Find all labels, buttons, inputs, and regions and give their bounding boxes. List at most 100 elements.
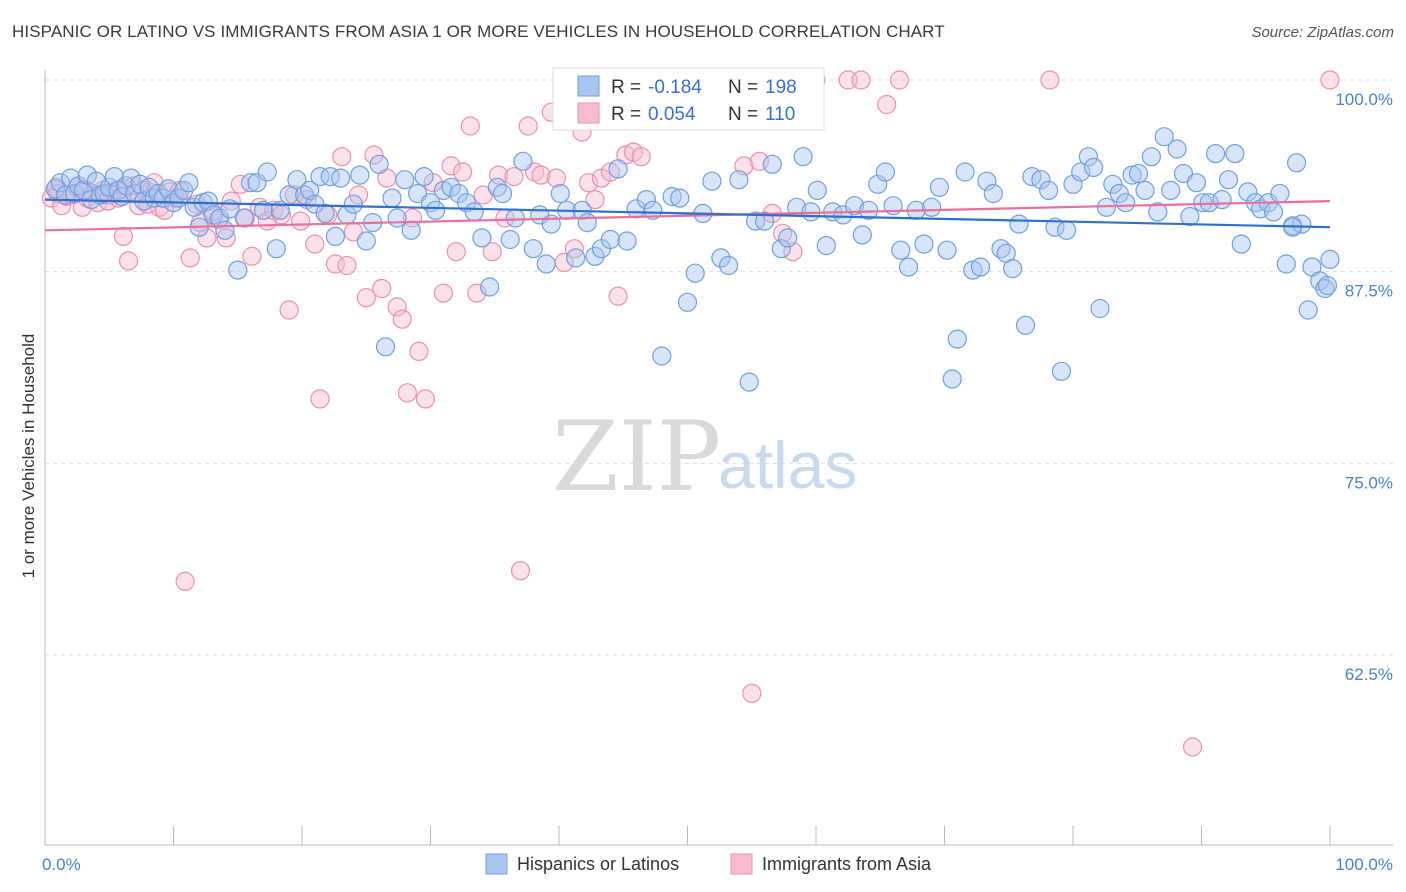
data-point <box>343 194 363 214</box>
data-point <box>1180 206 1200 227</box>
data-point <box>643 200 663 220</box>
data-point <box>315 203 335 223</box>
data-point <box>291 211 311 231</box>
data-point <box>617 231 637 251</box>
data-point <box>807 180 827 200</box>
data-point <box>670 188 690 208</box>
legend-r-value-blue: -0.184 <box>648 77 702 98</box>
data-point <box>891 240 911 260</box>
data-point <box>921 197 942 217</box>
data-point <box>875 162 896 182</box>
y-tick-label: 87.5% <box>1345 282 1393 301</box>
data-point <box>187 194 207 214</box>
data-point <box>305 234 325 254</box>
data-point <box>652 346 672 366</box>
x-axis-ticks <box>173 826 1331 845</box>
data-point <box>401 220 421 240</box>
data-point <box>472 228 492 248</box>
data-point <box>1212 190 1232 210</box>
data-point <box>441 177 461 197</box>
legend-n-label-pink: N = <box>728 104 758 125</box>
data-point <box>257 162 277 182</box>
data-point <box>771 239 791 259</box>
series-legend: Hispanics or Latinos Immigrants from Asi… <box>485 853 932 875</box>
data-point <box>778 228 798 248</box>
data-point <box>1286 153 1307 173</box>
legend-r-label-pink: R = <box>611 104 641 125</box>
data-point <box>375 337 396 357</box>
data-point <box>1320 249 1340 269</box>
data-point <box>460 116 480 136</box>
data-point <box>793 147 813 167</box>
data-point <box>1161 180 1181 200</box>
data-point <box>518 116 538 136</box>
data-point <box>1002 259 1023 279</box>
data-point <box>546 168 567 188</box>
data-point <box>369 154 389 174</box>
data-point <box>889 70 910 90</box>
bottom-legend-swatch-asia <box>730 853 753 875</box>
legend-swatch-pink <box>577 102 600 124</box>
data-point <box>566 248 586 268</box>
data-point <box>1238 182 1258 202</box>
data-point <box>464 202 484 222</box>
data-point <box>729 170 749 190</box>
data-point <box>395 170 415 190</box>
legend-n-value-blue: 198 <box>765 77 797 98</box>
legend-r-label-blue: R = <box>611 77 641 98</box>
watermark-atlas: atlas <box>718 428 857 502</box>
data-point <box>942 369 962 389</box>
data-point <box>433 283 453 303</box>
data-point <box>977 171 997 191</box>
data-point <box>983 183 1003 204</box>
data-point <box>1056 220 1077 240</box>
data-point <box>1263 202 1284 222</box>
legend-n-label-blue: N = <box>728 77 758 98</box>
data-point <box>718 255 739 276</box>
data-point <box>118 251 139 271</box>
data-point <box>937 240 957 260</box>
data-point <box>241 173 261 193</box>
data-point <box>1154 127 1174 147</box>
y-tick-label: 100.0% <box>1335 90 1393 109</box>
data-point <box>215 220 235 240</box>
data-point <box>1051 361 1072 381</box>
data-point <box>636 190 657 210</box>
data-point <box>1083 157 1104 177</box>
data-point <box>585 246 605 266</box>
data-point <box>228 260 248 280</box>
data-point <box>1038 180 1059 200</box>
data-point <box>1182 737 1203 757</box>
data-point <box>600 162 621 182</box>
data-point <box>266 239 286 259</box>
data-point <box>348 185 369 205</box>
data-point <box>1031 170 1051 190</box>
data-point <box>702 171 722 191</box>
data-point <box>216 228 236 248</box>
data-point <box>1045 217 1065 237</box>
data-point <box>585 190 605 210</box>
data-point <box>1167 139 1187 159</box>
data-point <box>1116 193 1136 213</box>
data-point <box>1205 144 1226 164</box>
data-point <box>1009 214 1029 234</box>
data-point <box>816 236 836 256</box>
data-point <box>197 228 217 248</box>
data-point <box>234 208 254 228</box>
data-point <box>387 297 407 317</box>
legend-r-value-pink: 0.054 <box>648 104 696 125</box>
data-point <box>1128 163 1149 184</box>
data-point <box>505 208 525 228</box>
data-point <box>513 151 533 171</box>
legend-swatch-blue <box>577 75 600 97</box>
data-point <box>61 168 81 188</box>
data-point <box>929 177 950 197</box>
gridlines <box>45 79 1393 656</box>
data-point <box>221 191 241 211</box>
data-point <box>1078 147 1099 167</box>
trend-line-asia <box>44 200 1331 232</box>
data-point <box>356 288 376 308</box>
data-point <box>631 147 651 167</box>
data-point <box>852 225 872 245</box>
data-point <box>397 383 417 403</box>
